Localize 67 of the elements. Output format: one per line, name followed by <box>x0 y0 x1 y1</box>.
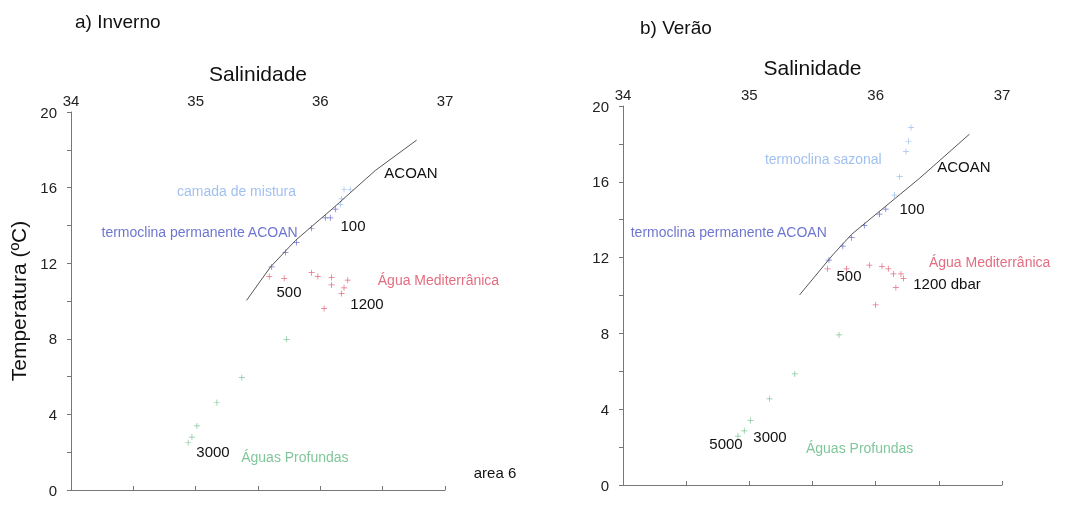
point <box>308 269 315 276</box>
y-tick-label: 20 <box>40 103 57 121</box>
x-axis-title: Salinidade <box>763 56 862 79</box>
annotation: 500 <box>276 282 302 300</box>
text: Águas Profundas <box>805 440 914 457</box>
point <box>344 277 351 284</box>
point <box>896 173 903 180</box>
y-tick-label: 20 <box>592 97 609 115</box>
x-tick-label: 35 <box>740 86 758 103</box>
annotation: 1200 <box>350 294 384 312</box>
x-tick-label: 37 <box>436 92 454 109</box>
chart-title: a) Inverno <box>75 11 161 32</box>
point <box>766 395 773 402</box>
annotation: 100 <box>899 199 925 217</box>
y-tick-label: 16 <box>592 173 609 191</box>
point <box>848 234 855 241</box>
y-tick-label: 0 <box>48 481 57 499</box>
series-label: ACOAN <box>937 157 991 175</box>
y-tick-label: 4 <box>600 400 609 418</box>
point <box>338 290 345 297</box>
x-tick-label: 36 <box>311 92 329 109</box>
y-tick-label: 8 <box>48 330 57 348</box>
y-tick-label: 4 <box>48 405 57 423</box>
x-tick-label: 34 <box>614 86 632 103</box>
point <box>747 417 754 424</box>
y-tick-label: 16 <box>40 179 57 197</box>
point <box>327 214 334 221</box>
x-axis-title: Salinidade <box>208 62 308 85</box>
y-tick-label: 12 <box>40 254 57 272</box>
y-tick-label: 8 <box>600 324 609 342</box>
text: area 6 <box>473 463 517 481</box>
point <box>314 273 321 280</box>
annotation: 1200 dbar <box>913 274 981 292</box>
point <box>347 186 354 193</box>
point <box>741 427 748 434</box>
point <box>900 275 907 282</box>
point <box>885 265 892 272</box>
point <box>185 439 192 446</box>
series-label: termoclina permanente ACOAN <box>101 224 298 241</box>
x-tick-label: 37 <box>993 86 1011 103</box>
series-label: ACOAN <box>384 163 438 181</box>
y-axis-title: Temperatura (ºC) <box>7 220 30 382</box>
x-tick-label: 36 <box>867 86 885 103</box>
annotation: 5000 <box>709 434 743 452</box>
series-label: termoclina sazonal <box>764 150 882 167</box>
series-label: Água Mediterrânica <box>928 253 1051 270</box>
annotation: 100 <box>340 216 366 234</box>
y-tick-label: 0 <box>600 476 609 494</box>
annotation: 3000 <box>196 442 230 460</box>
series-label: termoclina permanente ACOAN <box>630 224 827 241</box>
x-tick-label: 34 <box>62 92 80 109</box>
x-tick-label: 35 <box>187 92 205 109</box>
annotation: 3000 <box>753 427 787 445</box>
chart-title: b) Verão <box>640 17 712 38</box>
point <box>281 275 288 282</box>
point <box>905 138 912 145</box>
point <box>283 336 290 343</box>
text: camada de mistura <box>176 183 297 200</box>
point <box>824 265 831 272</box>
point <box>328 274 335 281</box>
point <box>238 374 245 381</box>
point <box>266 273 273 280</box>
y-tick-label: 12 <box>592 249 609 267</box>
series-label: Água Mediterrânica <box>377 272 500 289</box>
annotation: 500 <box>836 266 862 284</box>
text: Águas Profundas <box>241 448 349 465</box>
point <box>866 262 873 269</box>
